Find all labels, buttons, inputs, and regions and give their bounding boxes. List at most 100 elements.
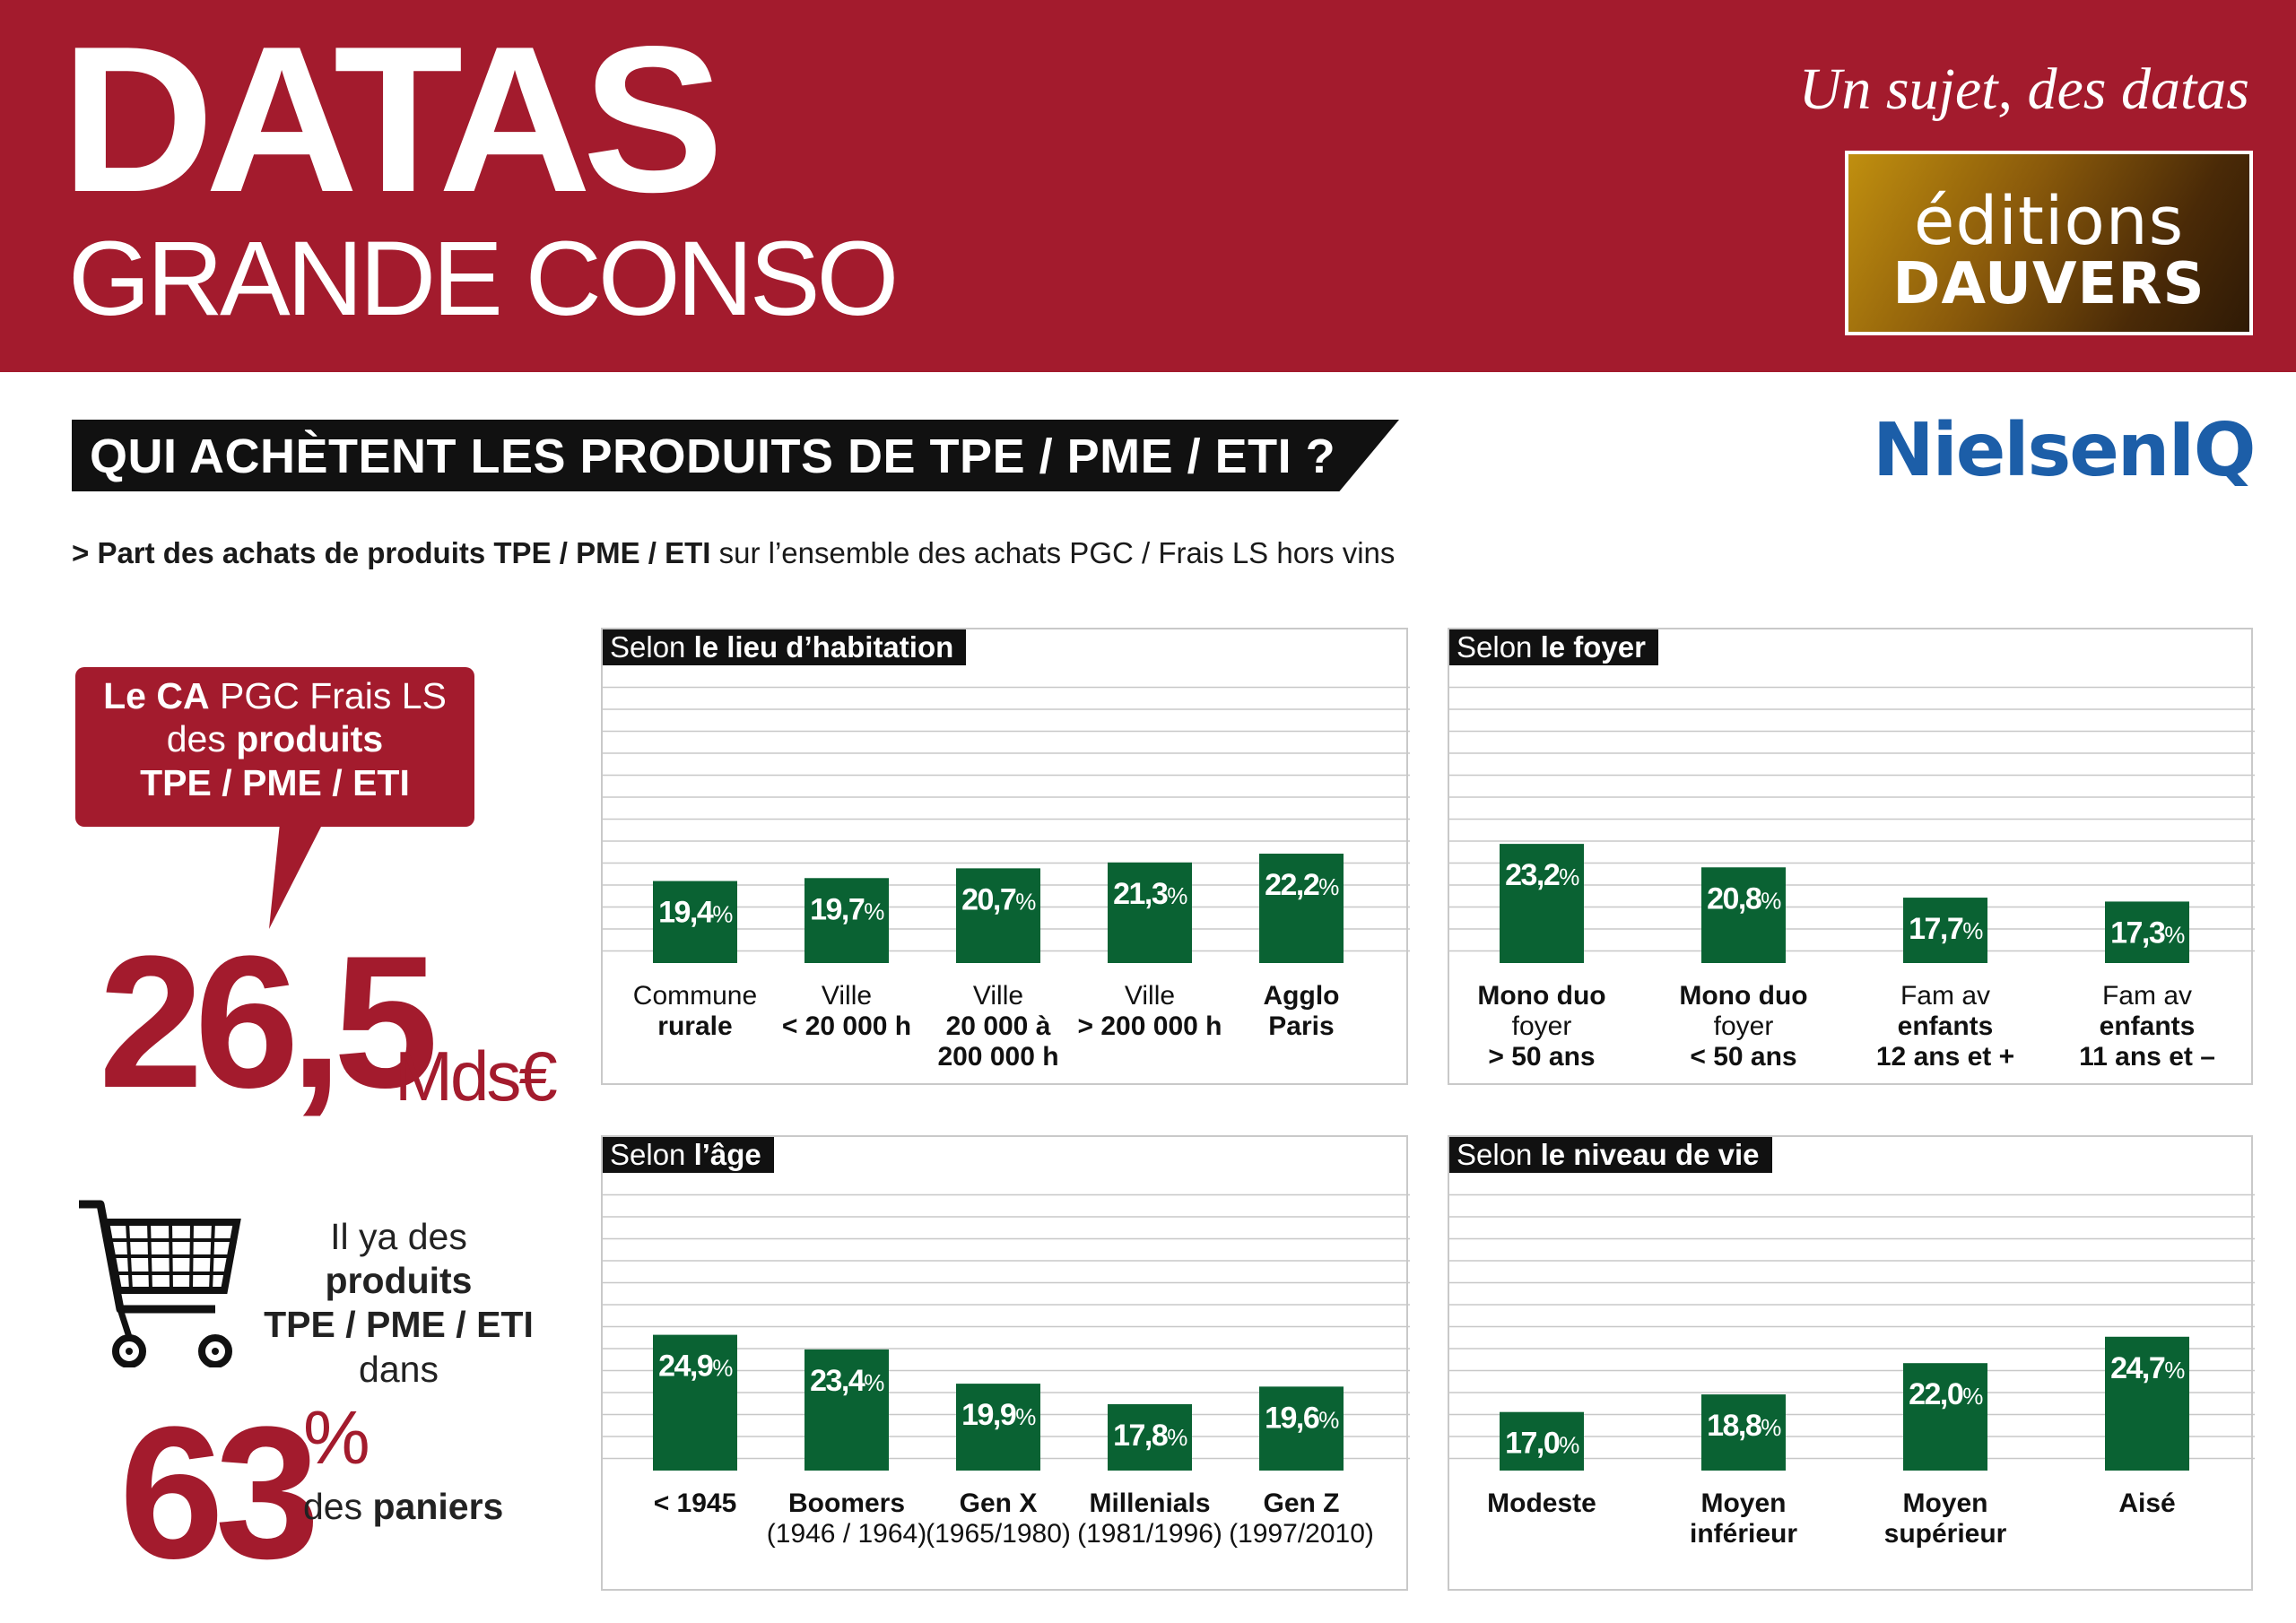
basket-label-bold: paniers (372, 1486, 504, 1527)
category-label: Paris (1268, 1011, 1334, 1041)
page-title: QUI ACHÈTENT LES PRODUITS DE TPE / PME /… (90, 430, 1336, 483)
bar (2105, 1336, 2189, 1471)
bar (1259, 854, 1344, 963)
category-label: Gen X (960, 1488, 1038, 1518)
chart-panel-foyer: Selon le foyer 23,2% Mono duo foyer > 50 an… (1448, 628, 2255, 1085)
data-label: 17,8% (1113, 1419, 1187, 1453)
data-label: 23,4% (810, 1364, 884, 1398)
chart-panel-habitation: Selon le lieu d’habitation 19,4% Commune r… (601, 628, 1410, 1085)
category-label: inférieur (1690, 1519, 1797, 1549)
category-label: < 20 000 h (782, 1011, 911, 1041)
bar (1500, 1411, 1584, 1471)
data-label: 17,7% (1909, 912, 1983, 946)
basket-label: des paniers (303, 1486, 503, 1528)
publisher-logo: éditions DAUVERS (1845, 151, 2253, 335)
category-label: > 200 000 h (1078, 1011, 1222, 1041)
chart-title: Selon le lieu d’habitation (603, 629, 967, 665)
bar (1701, 1394, 1786, 1471)
chart-panel-age: Selon l’âge 24,9% < 1945 23,4% Boomers (1946… (601, 1135, 1410, 1591)
basket-desc-line-1: Il ya des (330, 1216, 467, 1257)
data-label: 18,8% (1707, 1409, 1781, 1443)
basket-value: 63 (119, 1387, 320, 1598)
category-label: Boomers (788, 1488, 905, 1518)
category-label: foyer (1512, 1011, 1572, 1041)
bar (956, 868, 1040, 963)
bar (1108, 862, 1192, 963)
data-label: 19,9% (961, 1398, 1036, 1432)
category-label: Mono duo (1477, 981, 1605, 1011)
category-label: enfants (2100, 1011, 2196, 1041)
source-logo: NielsenIQ (1873, 408, 2256, 493)
category-label: rurale (657, 1011, 732, 1041)
bubble-tail (269, 823, 323, 929)
bar (1108, 1403, 1192, 1471)
chart-panel-niveau-de-vie: Selon le niveau de vie 17,0% Modeste 18,8%… (1448, 1135, 2255, 1591)
data-label: 21,3% (1113, 877, 1187, 911)
bubble-line-1: Le CA PGC Frais LS (75, 674, 474, 717)
brand-title: DATAS (61, 4, 724, 236)
category-label: Fam av (1900, 981, 1990, 1011)
page-title-band: QUI ACHÈTENT LES PRODUITS DE TPE / PME /… (72, 420, 1399, 491)
chart-title: Selon l’âge (603, 1137, 774, 1173)
category-label: 11 ans et – (2079, 1042, 2215, 1072)
chart-title-bold: le lieu d’habitation (693, 630, 954, 664)
category-label: Ville (1125, 981, 1175, 1011)
category-label: (1981/1996) (1077, 1519, 1222, 1549)
basket-desc-line-4: dans (359, 1348, 439, 1390)
bar (956, 1384, 1040, 1471)
bar (653, 881, 737, 963)
ca-value: 26,5 (99, 916, 439, 1127)
chart-title-prefix: Selon (1457, 630, 1541, 664)
bubble-line-2-bold: produits (236, 718, 384, 760)
bar (804, 1349, 889, 1471)
category-label: < 50 ans (1690, 1042, 1796, 1072)
data-label: 19,7% (810, 892, 884, 926)
category-label: Moyen (1700, 1488, 1786, 1518)
category-label: supérieur (1884, 1519, 2007, 1549)
bar (1903, 1363, 1987, 1471)
chart-title-bold: le foyer (1540, 630, 1646, 664)
data-label: 22,2% (1265, 868, 1339, 902)
publisher-logo-line1: éditions (1913, 183, 2185, 260)
bar (1903, 898, 1987, 963)
category-label: (1997/2010) (1229, 1519, 1374, 1549)
category-label: Ville (822, 981, 872, 1011)
subtitle-suffix: sur l’ensemble des achats PGC / Frais LS… (710, 536, 1396, 569)
data-label: 20,7% (961, 882, 1036, 916)
basket-desc-line-2-bold: produits (325, 1260, 473, 1302)
bubble-line-3-bold: TPE / PME / ETI (140, 761, 410, 803)
category-label: enfants (1898, 1011, 1994, 1041)
data-label: 19,4% (658, 896, 733, 930)
category-label: Aisé (2118, 1488, 2175, 1518)
ca-callout-bubble: Le CA PGC Frais LS des produits TPE / PM… (75, 667, 474, 827)
chart-title-bold: le niveau de vie (1540, 1138, 1760, 1171)
bar (2105, 901, 2189, 963)
ca-unit: Mds€ (395, 1037, 558, 1115)
category-label: Agglo (1264, 981, 1340, 1011)
data-label: 24,7% (2110, 1351, 2185, 1385)
basket-desc-line-3: TPE / PME / ETI (253, 1303, 544, 1347)
header-band: DATAS GRANDE CONSO Un sujet, des datas é… (0, 0, 2296, 372)
category-label: Fam av (2102, 981, 2192, 1011)
category-label: Modeste (1487, 1488, 1596, 1518)
bubble-line-2: des produits (75, 717, 474, 760)
bar (1259, 1386, 1344, 1471)
data-label: 24,9% (658, 1350, 733, 1384)
category-label: < 1945 (654, 1488, 737, 1518)
subtitle: > Part des achats de produits TPE / PME … (72, 536, 1395, 570)
data-label: 17,3% (2110, 916, 2185, 950)
bar (804, 878, 889, 963)
chart-age: 24,9% < 1945 23,4% Boomers(1946 / 1964) 19,9… (603, 1193, 1410, 1549)
category-label: > 50 ans (1488, 1042, 1595, 1072)
tagline: Un sujet, des datas (1798, 56, 2249, 122)
category-label: foyer (1714, 1011, 1774, 1041)
category-label: (1946 / 1964) (767, 1519, 926, 1549)
category-label: Millenials (1089, 1488, 1210, 1518)
chart-niveau-de-vie: 17,0%Modeste18,8%Moyeninférieur22,0%Moye… (1449, 1193, 2255, 1549)
chart-title-prefix: Selon (610, 1138, 694, 1171)
category-label: Ville (973, 981, 1023, 1011)
data-label: 20,8% (1707, 881, 1781, 916)
data-label: 22,0% (1909, 1377, 1983, 1411)
chart-title-prefix: Selon (1457, 1138, 1541, 1171)
